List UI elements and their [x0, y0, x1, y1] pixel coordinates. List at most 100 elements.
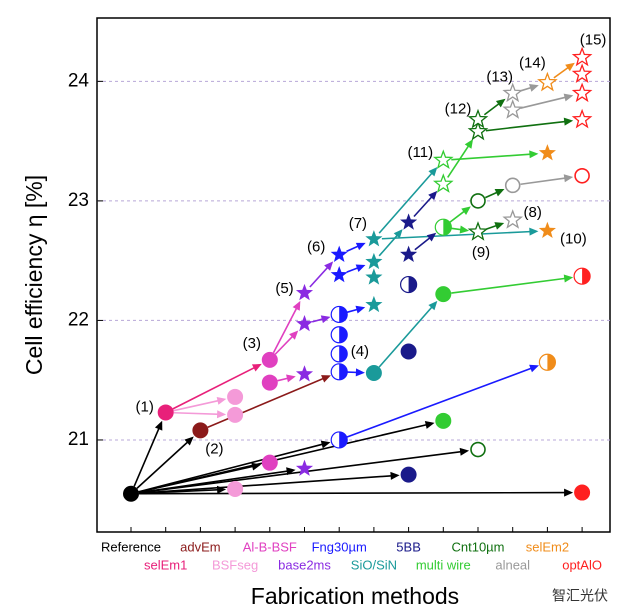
arrow-shaft	[138, 474, 394, 494]
annotation: (7)	[349, 215, 367, 232]
point	[434, 218, 452, 236]
arrow-head	[355, 264, 366, 272]
arrow-shaft	[413, 194, 434, 218]
arrow	[277, 374, 296, 383]
x-tick-label: base2ms	[278, 557, 331, 572]
x-axis-label: Fabrication methods	[251, 583, 459, 609]
point	[330, 363, 348, 381]
arrow	[520, 93, 574, 109]
point-half	[339, 363, 348, 380]
annotation: (4)	[351, 343, 369, 360]
point	[502, 209, 524, 229]
arrow-head	[324, 261, 334, 271]
arrow	[346, 364, 539, 438]
point-half	[443, 219, 452, 236]
arrow-head	[459, 225, 470, 234]
arrow-shaft	[274, 334, 295, 355]
arrow-shaft	[520, 177, 568, 186]
arrow-head	[355, 305, 366, 314]
point	[571, 82, 593, 103]
arrow	[414, 232, 437, 251]
arrow	[173, 410, 227, 419]
arrow	[413, 190, 438, 218]
point	[432, 173, 454, 193]
arrow-head	[494, 189, 505, 197]
arrow-head	[563, 117, 574, 126]
watermark: 智汇光伏	[552, 588, 608, 604]
point	[365, 230, 383, 247]
arrow	[484, 189, 505, 199]
arrow-head	[529, 84, 539, 92]
point	[192, 422, 209, 439]
arrow	[485, 117, 574, 132]
arrow-shaft	[172, 365, 257, 410]
arrow-shaft	[346, 366, 534, 438]
y-axis-label: Cell efficiency η [%]	[21, 175, 47, 375]
arrow-head	[286, 374, 296, 383]
arrow-head	[564, 488, 574, 497]
arrow-shaft	[451, 153, 533, 161]
annotation: (8)	[524, 204, 542, 221]
point	[227, 388, 244, 405]
arrow-head	[529, 364, 539, 373]
arrow	[378, 300, 438, 368]
arrow-shaft	[136, 439, 190, 489]
arrow-head	[563, 93, 574, 102]
point	[227, 406, 244, 423]
point-half	[339, 326, 348, 343]
arrow-head	[529, 227, 539, 236]
point	[538, 144, 556, 161]
arrow-head	[184, 436, 194, 446]
arrow	[520, 84, 539, 92]
point	[537, 71, 558, 92]
point	[571, 46, 593, 67]
annotation: (10)	[560, 231, 587, 248]
arrow	[309, 261, 334, 288]
point	[467, 120, 489, 141]
arrow-head	[292, 300, 301, 311]
point	[295, 459, 314, 476]
arrow	[173, 396, 227, 412]
point	[330, 326, 348, 344]
arrow-head	[251, 363, 262, 372]
arrow-shaft	[133, 425, 161, 487]
annotation: (1)	[136, 398, 154, 415]
arrow-shaft	[138, 423, 429, 493]
arrow-shaft	[483, 101, 502, 116]
annotation: (3)	[243, 335, 261, 352]
arrow-shaft	[520, 96, 568, 109]
arrow-head	[216, 396, 227, 405]
arrow-shaft	[553, 65, 571, 79]
point	[330, 305, 348, 324]
x-tick-label: 5BB	[396, 539, 421, 554]
arrow-head	[321, 375, 331, 383]
point	[365, 252, 383, 270]
arrow-head	[355, 368, 365, 377]
arrow	[138, 488, 574, 497]
arrow-head	[424, 421, 435, 429]
arrow-shaft	[381, 230, 533, 240]
annotation: (5)	[275, 280, 293, 297]
arrow-shaft	[138, 491, 568, 495]
arrow	[520, 174, 574, 186]
point	[538, 221, 556, 239]
arrow-head	[495, 98, 506, 108]
arrow-head	[459, 447, 470, 456]
x-tick-label: Cnt10µm	[451, 539, 504, 554]
point-half	[339, 306, 348, 323]
point	[467, 221, 489, 241]
arrow-head	[563, 174, 574, 183]
y-tick-label: 21	[68, 429, 89, 450]
arrow	[451, 225, 470, 234]
arrow-shaft	[378, 233, 400, 257]
arrow	[311, 315, 331, 324]
arrow	[138, 471, 400, 494]
arrow	[378, 167, 438, 234]
point	[295, 315, 314, 332]
point	[467, 108, 489, 129]
arrow	[378, 229, 403, 257]
annotation: (9)	[472, 244, 490, 261]
arrow	[138, 421, 435, 493]
arrow-shaft	[485, 120, 568, 132]
